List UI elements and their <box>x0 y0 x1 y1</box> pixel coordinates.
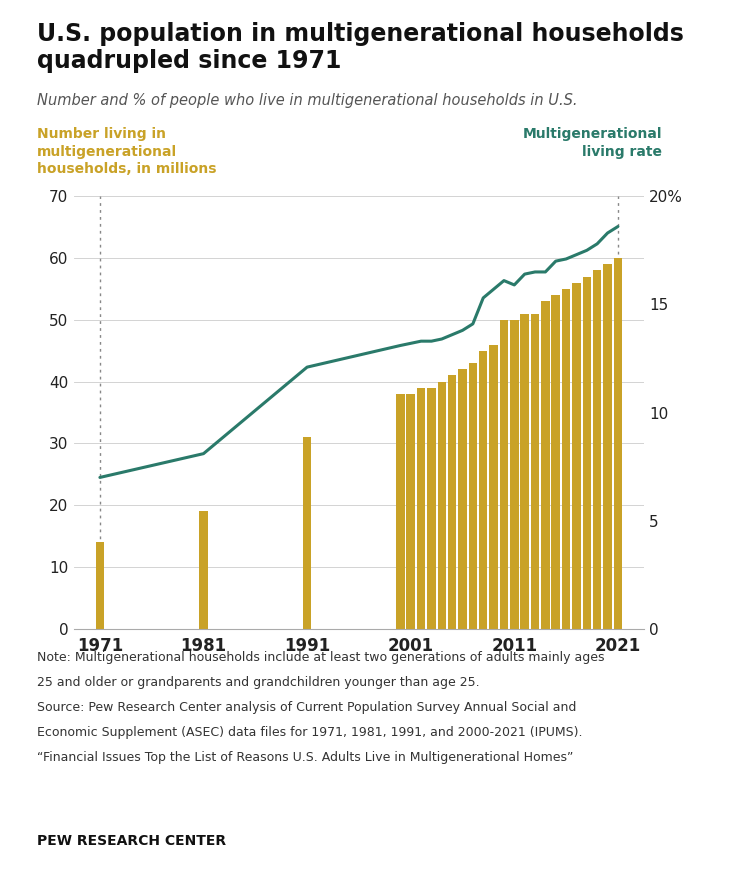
Bar <box>593 270 602 629</box>
Text: Economic Supplement (ASEC) data files for 1971, 1981, 1991, and 2000-2021 (IPUMS: Economic Supplement (ASEC) data files fo… <box>37 726 582 739</box>
Bar <box>303 437 312 629</box>
Bar <box>572 283 581 629</box>
Bar <box>613 258 622 629</box>
Bar <box>520 314 529 629</box>
Bar <box>468 363 477 629</box>
Text: Note: Multigenerational households include at least two generations of adults ma: Note: Multigenerational households inclu… <box>37 651 605 665</box>
Bar <box>582 277 591 629</box>
Bar <box>541 301 550 629</box>
Bar <box>396 394 405 629</box>
Text: U.S. population in multigenerational households
quadrupled since 1971: U.S. population in multigenerational hou… <box>37 22 684 73</box>
Bar <box>510 320 519 629</box>
Text: Number and % of people who live in multigenerational households in U.S.: Number and % of people who live in multi… <box>37 93 577 108</box>
Bar <box>551 295 560 629</box>
Bar <box>562 289 571 629</box>
Bar <box>95 542 104 629</box>
Bar <box>437 382 446 629</box>
Bar <box>603 264 612 629</box>
Bar <box>417 388 425 629</box>
Text: Number living in
multigenerational
households, in millions: Number living in multigenerational house… <box>37 127 217 177</box>
Bar <box>458 369 467 629</box>
Bar <box>406 394 415 629</box>
Text: Multigenerational
living rate: Multigenerational living rate <box>522 127 662 159</box>
Text: PEW RESEARCH CENTER: PEW RESEARCH CENTER <box>37 834 226 848</box>
Text: 25 and older or grandparents and grandchildren younger than age 25.: 25 and older or grandparents and grandch… <box>37 676 480 690</box>
Bar <box>479 351 488 629</box>
Bar <box>489 344 498 629</box>
Text: Source: Pew Research Center analysis of Current Population Survey Annual Social : Source: Pew Research Center analysis of … <box>37 701 576 714</box>
Bar <box>500 320 508 629</box>
Text: “Financial Issues Top the List of Reasons U.S. Adults Live in Multigenerational : “Financial Issues Top the List of Reason… <box>37 751 574 764</box>
Bar <box>531 314 539 629</box>
Bar <box>427 388 436 629</box>
Bar <box>448 376 457 629</box>
Bar <box>199 511 208 629</box>
